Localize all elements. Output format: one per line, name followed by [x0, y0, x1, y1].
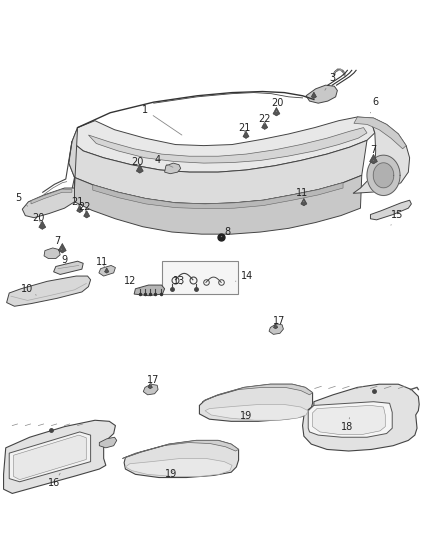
Polygon shape [373, 163, 394, 188]
Polygon shape [313, 406, 385, 434]
Text: 7: 7 [54, 236, 61, 249]
Text: 17: 17 [147, 375, 159, 385]
Polygon shape [69, 140, 367, 204]
Polygon shape [124, 440, 239, 478]
Polygon shape [39, 221, 46, 229]
Polygon shape [31, 189, 72, 204]
Polygon shape [269, 324, 283, 334]
Text: 19: 19 [165, 470, 177, 479]
Polygon shape [261, 122, 268, 130]
Text: 19: 19 [240, 411, 252, 421]
Polygon shape [105, 268, 109, 273]
Polygon shape [199, 384, 313, 421]
Text: 11: 11 [96, 257, 109, 267]
Polygon shape [77, 205, 83, 213]
Polygon shape [165, 163, 181, 174]
Polygon shape [202, 384, 313, 402]
Polygon shape [125, 458, 232, 477]
Polygon shape [14, 435, 86, 480]
Polygon shape [136, 165, 143, 173]
Polygon shape [370, 155, 378, 164]
Polygon shape [311, 92, 317, 99]
Polygon shape [72, 175, 362, 234]
Polygon shape [9, 432, 91, 482]
Text: 1: 1 [142, 105, 182, 135]
Text: 15: 15 [391, 209, 404, 225]
Polygon shape [273, 108, 280, 116]
Polygon shape [367, 155, 400, 196]
Text: 3: 3 [325, 73, 335, 90]
Text: 8: 8 [221, 227, 231, 237]
Polygon shape [4, 420, 116, 494]
Polygon shape [88, 127, 367, 163]
Text: 7: 7 [371, 145, 377, 160]
Polygon shape [58, 244, 66, 253]
Text: 20: 20 [131, 157, 143, 166]
Polygon shape [22, 127, 78, 217]
Text: 18: 18 [341, 418, 353, 432]
Polygon shape [7, 276, 91, 306]
Polygon shape [99, 437, 117, 448]
Polygon shape [273, 324, 278, 329]
Polygon shape [84, 211, 90, 218]
Text: 16: 16 [48, 473, 60, 488]
Text: 20: 20 [272, 98, 284, 112]
Polygon shape [99, 265, 116, 276]
Polygon shape [44, 248, 60, 259]
Text: 9: 9 [61, 255, 67, 265]
Polygon shape [53, 261, 83, 274]
Polygon shape [301, 198, 307, 206]
Polygon shape [148, 383, 152, 389]
Polygon shape [353, 117, 410, 193]
Text: 21: 21 [238, 123, 251, 133]
Text: 21: 21 [71, 197, 84, 207]
Polygon shape [93, 183, 343, 209]
Text: 20: 20 [32, 213, 45, 223]
Polygon shape [134, 285, 165, 296]
Text: 5: 5 [16, 192, 28, 206]
Polygon shape [243, 131, 249, 139]
Text: 13: 13 [173, 276, 185, 286]
Text: 11: 11 [296, 188, 308, 202]
Text: 14: 14 [236, 271, 254, 281]
FancyBboxPatch shape [162, 261, 238, 294]
Polygon shape [122, 440, 239, 458]
Polygon shape [143, 384, 158, 395]
Polygon shape [72, 117, 375, 172]
Text: 4: 4 [155, 156, 173, 167]
Polygon shape [308, 402, 392, 437]
Text: 17: 17 [273, 316, 285, 326]
Polygon shape [371, 200, 411, 220]
Polygon shape [303, 384, 419, 451]
Text: 22: 22 [79, 202, 91, 212]
Text: 10: 10 [21, 284, 36, 295]
Polygon shape [354, 117, 406, 149]
Text: 22: 22 [258, 114, 271, 124]
Polygon shape [306, 85, 337, 103]
Text: 6: 6 [371, 97, 379, 113]
Polygon shape [205, 405, 308, 420]
Text: 12: 12 [124, 276, 140, 289]
